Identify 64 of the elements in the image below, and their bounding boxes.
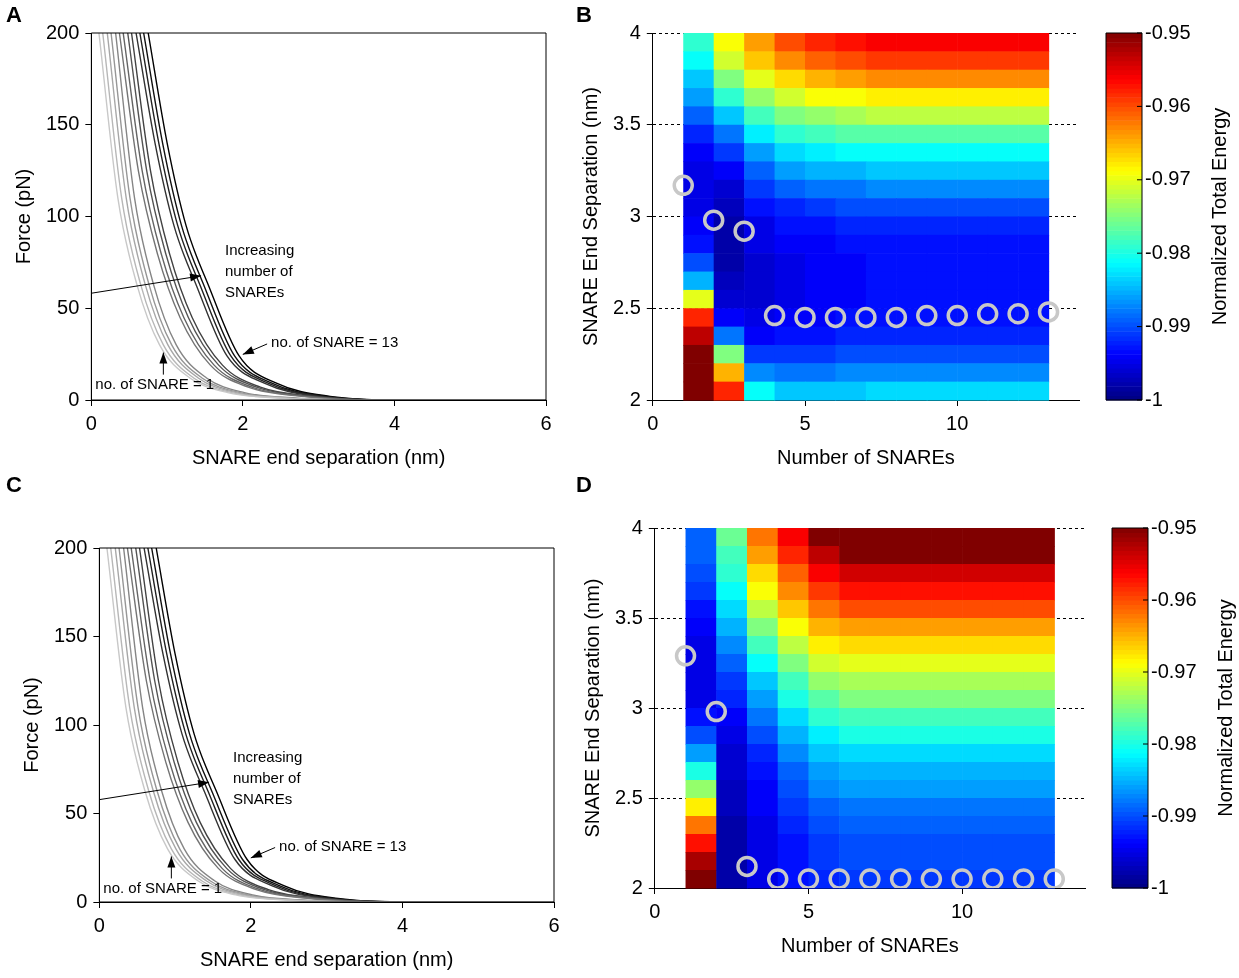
x-axis-title: Number of SNAREs	[776, 445, 955, 468]
color-bar-label: -0.96	[1151, 587, 1197, 610]
y-tick-label: 200	[53, 535, 88, 558]
color-bar-label: -0.95	[1145, 20, 1191, 43]
x-tick-label: 4	[396, 913, 409, 936]
x-tick-label: 0	[93, 913, 105, 936]
annotation: Increasing number of SNAREs	[233, 747, 303, 807]
chart-title: C	[6, 472, 22, 498]
annotation: no. of SNARE = 1	[95, 374, 215, 392]
y-tick-label: 4	[631, 515, 643, 538]
chart-title: A	[6, 2, 22, 28]
y-tick-label: 3.5	[614, 605, 643, 628]
color-bar-label: -1	[1151, 875, 1169, 898]
x-tick-label: 6	[548, 913, 560, 936]
y-axis-title: SNARE End Separation (nm)	[578, 86, 601, 347]
y-tick-label: 100	[53, 712, 88, 735]
x-tick-label: 6	[540, 411, 552, 434]
x-axis-title: SNARE end separation (nm)	[191, 445, 446, 468]
y-axis-title: Force (pN)	[11, 168, 34, 265]
chart-title: B	[576, 2, 592, 28]
x-tick-label: 2	[245, 913, 257, 936]
color-bar-title: Normalized Total Energy	[1207, 107, 1230, 326]
annotation: no. of SNARE = 1	[103, 878, 223, 896]
x-tick-label: 5	[802, 899, 815, 922]
color-bar-label: -0.97	[1151, 659, 1197, 682]
y-tick-label: 150	[53, 624, 88, 647]
color-bar-label: -0.96	[1145, 93, 1191, 116]
y-tick-label: 3	[631, 695, 643, 718]
x-axis-title: SNARE end separation (nm)	[199, 947, 454, 970]
color-bar-label: -0.98	[1145, 240, 1191, 263]
color-bar-title: Normalized Total Energy	[1213, 599, 1236, 817]
y-tick-label: 0	[68, 387, 80, 410]
x-tick-label: 10	[946, 411, 969, 434]
y-tick-label: 3	[629, 204, 641, 227]
y-tick-label: 150	[45, 112, 80, 135]
y-tick-label: 2.5	[614, 785, 643, 808]
y-axis-title: Force (pN)	[19, 677, 42, 773]
annotation: no. of SNARE = 13	[271, 333, 399, 351]
annotation: no. of SNARE = 13	[279, 836, 407, 854]
y-tick-label: 200	[45, 20, 80, 43]
x-tick-label: 0	[649, 899, 661, 922]
annotation: Increasing number of SNAREs	[225, 241, 295, 301]
y-tick-label: 2.5	[612, 295, 641, 318]
x-axis-title: Number of SNAREs	[780, 933, 959, 956]
y-axis-title: SNARE End Separation (nm)	[580, 578, 603, 838]
color-bar-label: -0.95	[1151, 515, 1197, 538]
x-tick-label: 10	[950, 899, 974, 922]
x-tick-label: 5	[799, 411, 811, 434]
color-bar-label: -0.97	[1145, 167, 1191, 190]
color-bar-label: -0.99	[1145, 314, 1191, 337]
y-tick-label: 4	[629, 20, 641, 43]
y-tick-label: 3.5	[612, 112, 641, 135]
x-tick-label: 2	[237, 411, 249, 434]
color-bar-label: -0.98	[1151, 731, 1197, 754]
chart-title: D	[576, 472, 592, 498]
y-tick-label: 2	[631, 875, 643, 898]
x-tick-label: 0	[647, 411, 659, 434]
color-bar-label: -1	[1145, 387, 1163, 410]
y-tick-label: 2	[629, 387, 641, 410]
y-tick-label: 50	[57, 295, 80, 318]
color-bar-label: -0.99	[1151, 803, 1197, 826]
x-tick-label: 4	[388, 411, 401, 434]
y-tick-label: 100	[45, 204, 80, 227]
y-tick-label: 50	[65, 801, 88, 824]
